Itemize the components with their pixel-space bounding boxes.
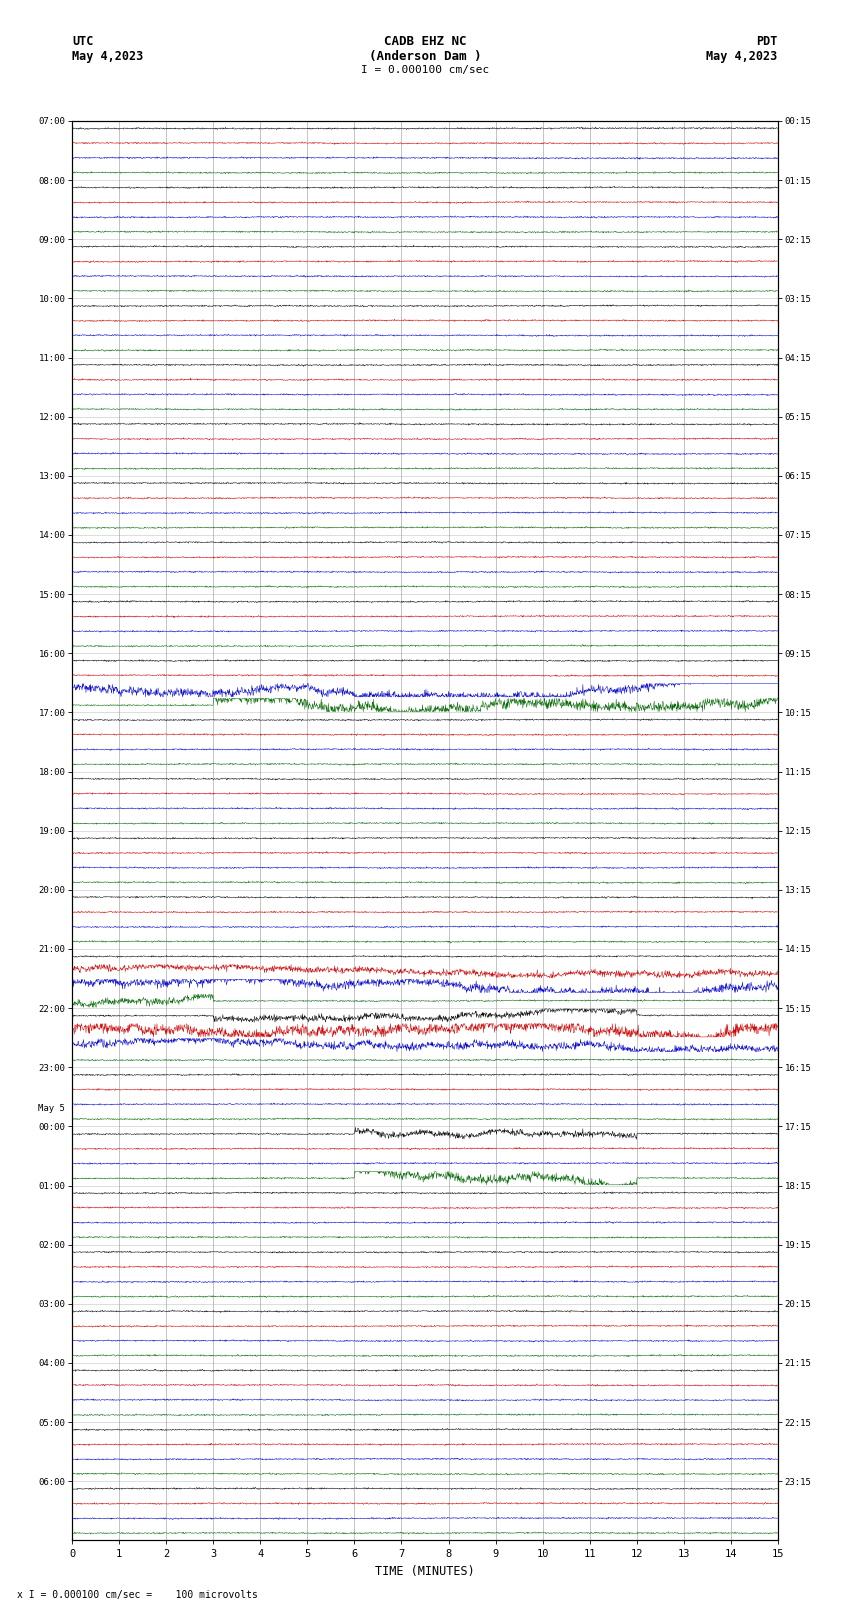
Text: x I = 0.000100 cm/sec =    100 microvolts: x I = 0.000100 cm/sec = 100 microvolts (17, 1590, 258, 1600)
Text: May 4,2023: May 4,2023 (706, 50, 778, 63)
Text: May 5: May 5 (38, 1105, 65, 1113)
Text: CADB EHZ NC: CADB EHZ NC (383, 35, 467, 48)
X-axis label: TIME (MINUTES): TIME (MINUTES) (375, 1565, 475, 1578)
Text: I = 0.000100 cm/sec: I = 0.000100 cm/sec (361, 65, 489, 74)
Text: PDT: PDT (756, 35, 778, 48)
Text: (Anderson Dam ): (Anderson Dam ) (369, 50, 481, 63)
Text: May 4,2023: May 4,2023 (72, 50, 144, 63)
Text: UTC: UTC (72, 35, 94, 48)
